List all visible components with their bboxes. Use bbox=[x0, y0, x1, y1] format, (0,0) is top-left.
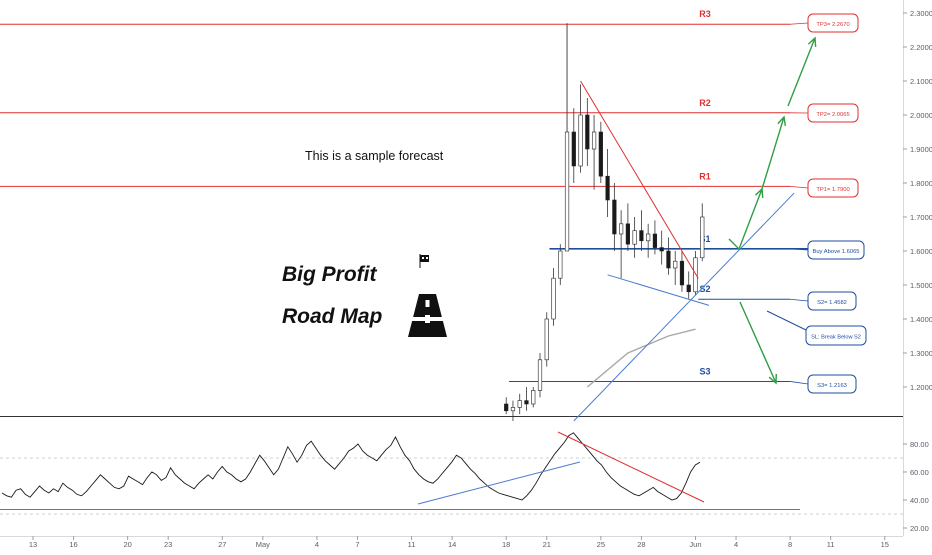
candle-body bbox=[531, 390, 535, 404]
candle-body bbox=[660, 248, 664, 251]
headline-big-profit: Big Profit bbox=[282, 263, 377, 287]
time-tick-label: 7 bbox=[355, 540, 359, 549]
price-tick-label: 1.5000 bbox=[910, 281, 932, 290]
osc-tick-label: 60.00 bbox=[910, 468, 929, 477]
time-tick-label: 25 bbox=[597, 540, 605, 549]
price-tick-label: 1.7000 bbox=[910, 213, 932, 222]
price-tick-label: 1.2000 bbox=[910, 383, 932, 392]
candle-body bbox=[653, 234, 657, 248]
time-tick-label: 14 bbox=[448, 540, 456, 549]
callout-text-s3: S3= 1.2163 bbox=[817, 383, 847, 389]
level-label-r2: R2 bbox=[699, 98, 711, 108]
candle-body bbox=[525, 401, 529, 404]
candle-body bbox=[633, 231, 637, 245]
time-tick-label: 21 bbox=[543, 540, 551, 549]
candle-body bbox=[579, 115, 583, 166]
candle-body bbox=[511, 407, 515, 410]
time-tick-label: 27 bbox=[218, 540, 226, 549]
callout-text-s1: Buy Above 1.6065 bbox=[812, 249, 859, 255]
time-tick-label: Jun bbox=[689, 540, 701, 549]
osc-tick-label: 40.00 bbox=[910, 496, 929, 505]
candle-body bbox=[599, 132, 603, 176]
callout-text-r1: TP1= 1.7900 bbox=[816, 187, 849, 193]
price-tick-label: 2.1000 bbox=[910, 77, 932, 86]
flag-icon-check bbox=[422, 257, 424, 259]
time-tick-label: May bbox=[256, 540, 270, 549]
price-tick-label: 2.2000 bbox=[910, 43, 932, 52]
candle-body bbox=[586, 115, 590, 149]
candle-body bbox=[619, 224, 623, 234]
headline-road-map: Road Map bbox=[282, 305, 382, 329]
sl-text: SL: Break Below S2 bbox=[811, 335, 861, 341]
price-tick-label: 1.8000 bbox=[910, 179, 932, 188]
price-tick-label: 1.4000 bbox=[910, 315, 932, 324]
candle-body bbox=[700, 217, 704, 258]
candle-body bbox=[565, 132, 569, 251]
time-tick-label: 8 bbox=[788, 540, 792, 549]
level-label-r3: R3 bbox=[699, 9, 711, 19]
candle-body bbox=[545, 319, 549, 360]
time-tick-label: 13 bbox=[29, 540, 37, 549]
osc-tick-label: 20.00 bbox=[910, 524, 929, 533]
candle-body bbox=[606, 176, 610, 200]
candle-body bbox=[626, 224, 630, 244]
candle-body bbox=[673, 261, 677, 268]
candle-body bbox=[687, 285, 691, 292]
level-label-s3: S3 bbox=[699, 366, 710, 376]
road-icon-dash bbox=[426, 300, 430, 307]
time-tick-label: 11 bbox=[827, 540, 835, 549]
time-tick-label: 11 bbox=[408, 540, 416, 549]
candle-body bbox=[613, 200, 617, 234]
candle-body bbox=[646, 234, 650, 241]
price-tick-label: 1.9000 bbox=[910, 145, 932, 154]
time-tick-label: 4 bbox=[734, 540, 738, 549]
price-tick-label: 2.0000 bbox=[910, 111, 932, 120]
candle-body bbox=[572, 132, 576, 166]
time-tick-label: 4 bbox=[315, 540, 319, 549]
time-tick-label: 23 bbox=[164, 540, 172, 549]
price-tick-label: 1.3000 bbox=[910, 349, 932, 358]
flag-icon-check bbox=[426, 257, 428, 259]
forecast-note: This is a sample forecast bbox=[305, 149, 443, 163]
level-label-r1: R1 bbox=[699, 171, 711, 181]
candle-body bbox=[680, 261, 684, 285]
time-tick-label: 20 bbox=[123, 540, 131, 549]
candle-body bbox=[558, 251, 562, 278]
candle-body bbox=[504, 404, 508, 411]
time-tick-label: 16 bbox=[69, 540, 77, 549]
time-tick-label: 28 bbox=[637, 540, 645, 549]
osc-tick-label: 80.00 bbox=[910, 440, 929, 449]
candle-body bbox=[592, 132, 596, 149]
callout-text-r2: TP2= 2.0065 bbox=[816, 112, 849, 118]
candle-body bbox=[640, 231, 644, 241]
time-tick-label: 18 bbox=[502, 540, 510, 549]
candle-body bbox=[552, 278, 556, 319]
candle-body bbox=[538, 360, 542, 391]
callout-text-r3: TP3= 2.2670 bbox=[816, 22, 849, 28]
price-tick-label: 2.3000 bbox=[910, 9, 932, 18]
price-tick-label: 1.6000 bbox=[910, 247, 932, 256]
candle-body bbox=[667, 251, 671, 268]
candle-body bbox=[518, 401, 522, 408]
time-tick-label: 15 bbox=[881, 540, 889, 549]
callout-text-s2: S2= 1.4582 bbox=[817, 300, 847, 306]
road-icon-gap bbox=[402, 317, 453, 321]
candle-body bbox=[694, 258, 698, 292]
